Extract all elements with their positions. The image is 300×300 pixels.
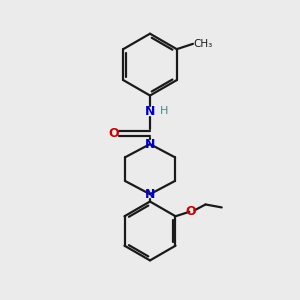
Text: CH₃: CH₃ [194, 39, 213, 49]
Text: O: O [109, 127, 119, 140]
Text: N: N [145, 105, 155, 118]
Text: N: N [145, 138, 155, 151]
Text: H: H [159, 106, 168, 116]
Text: N: N [145, 188, 155, 201]
Text: O: O [185, 205, 196, 218]
